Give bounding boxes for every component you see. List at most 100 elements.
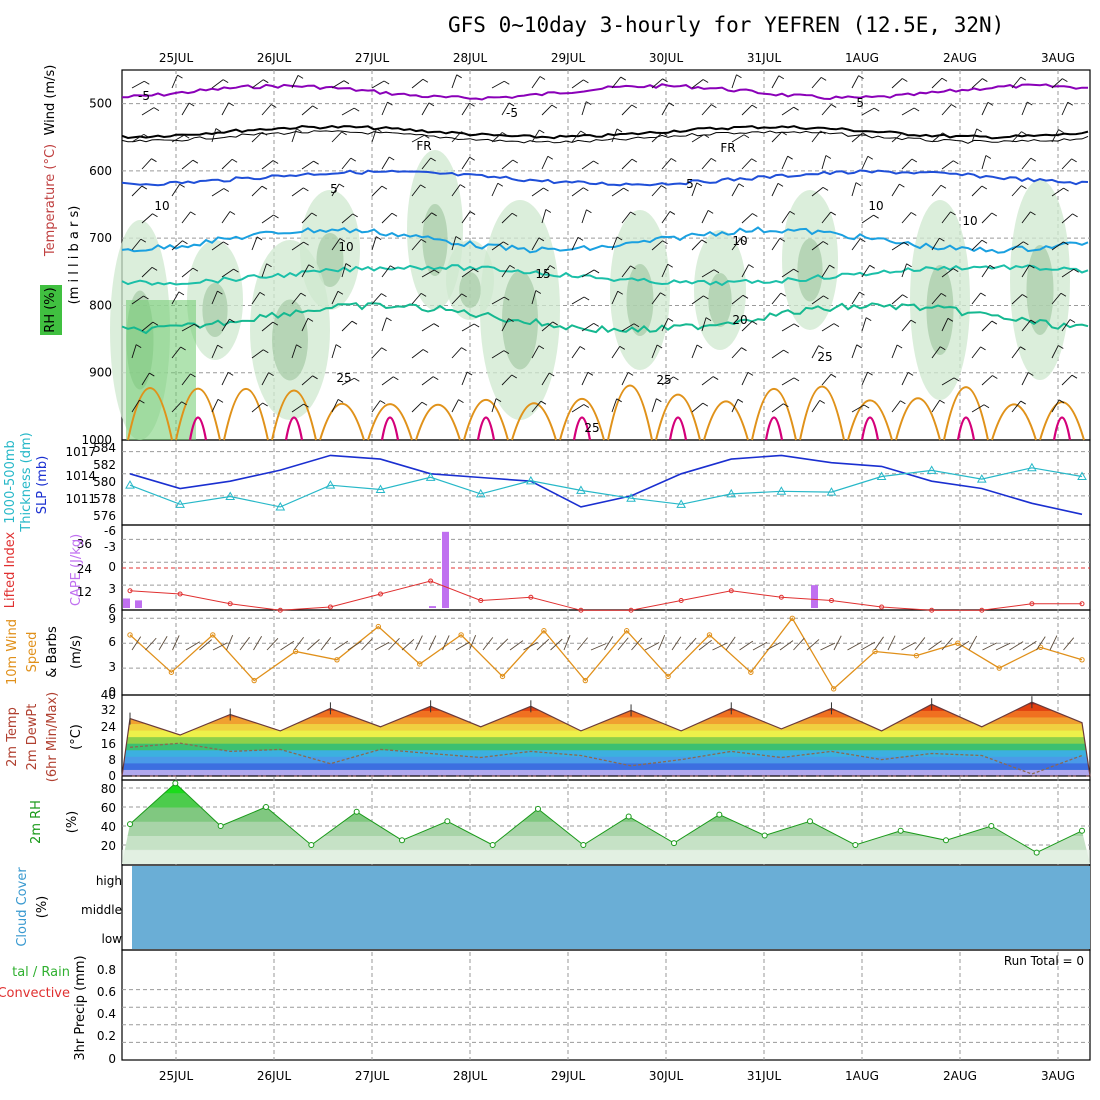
wind-barb-flag — [910, 319, 917, 324]
wind-barb-flag — [630, 211, 636, 216]
wind-barb — [571, 237, 579, 251]
wind-barb — [541, 209, 547, 224]
wind-barb — [171, 240, 183, 251]
wind-barb-flag — [509, 264, 515, 269]
wind-barb — [131, 295, 144, 305]
wind-barb-flag — [461, 293, 467, 298]
wind-barb-flag — [223, 241, 229, 246]
wind-barb — [461, 102, 470, 116]
wind-barb — [251, 131, 263, 143]
wind-barb — [621, 323, 635, 332]
wind-barb — [661, 264, 669, 278]
lifted-index-point — [528, 594, 534, 600]
temp-contour-25 — [559, 397, 605, 441]
lifted-index-point — [378, 591, 384, 597]
slp-line — [129, 454, 1083, 516]
wind10-barb — [860, 641, 876, 651]
wind-barb — [491, 80, 505, 89]
wind-barb-flag — [182, 240, 188, 245]
wind-barb-flag — [939, 399, 945, 404]
wind-barb — [211, 188, 225, 197]
wind10-barb — [550, 638, 563, 651]
temp-tick: 40 — [101, 688, 116, 702]
wind-barb-flag — [345, 263, 352, 267]
wind-barb-flag — [512, 159, 518, 164]
wind-barb-flag — [540, 400, 547, 405]
wind-barb-flag — [343, 80, 350, 85]
wind-barb-flag — [631, 104, 637, 109]
lifted-index-point — [929, 607, 935, 613]
wind-barb — [1011, 185, 1022, 197]
wind-barb — [741, 213, 753, 224]
wind-speed-point — [996, 665, 1002, 671]
wind-barb-flag — [627, 372, 634, 376]
wind-barb — [731, 183, 740, 197]
cape-bar — [442, 531, 449, 608]
wind-barb — [781, 156, 789, 170]
wind-barb — [211, 79, 224, 89]
rh-blob-core — [926, 265, 954, 355]
wind-barb — [1061, 158, 1072, 170]
wind-barb — [811, 345, 819, 359]
wind-barb-flag — [263, 349, 269, 354]
wind-barb-flag — [379, 400, 386, 405]
wind-barb — [341, 320, 353, 332]
wind-barb-flag — [737, 398, 744, 403]
thickness-point — [776, 486, 787, 495]
wind-barb-flag — [351, 320, 358, 325]
thickness-tick: 578 — [93, 492, 116, 506]
wind-barb-flag — [433, 323, 440, 328]
wind-barb — [341, 107, 355, 116]
wind-barb — [621, 158, 633, 170]
wind10-barb — [725, 636, 736, 651]
wind-barb-flag — [548, 372, 555, 377]
wind-barb-flag — [902, 78, 908, 82]
wind-barb-flag — [736, 74, 742, 79]
wind-barb-flag — [231, 158, 238, 163]
temp-contour-30 — [860, 416, 880, 441]
wind-barb — [651, 78, 663, 89]
wind-barb — [331, 80, 345, 89]
wind-barb — [221, 211, 231, 224]
wind-barb — [341, 157, 352, 170]
wind-barb — [461, 157, 471, 170]
wind-barb — [701, 269, 715, 278]
day-label-bottom: 25JUL — [159, 1069, 194, 1083]
lifted-index-point — [1079, 601, 1085, 607]
wind-barb — [901, 372, 909, 386]
wind-barb-flag — [179, 183, 185, 188]
temp-contour-30 — [764, 416, 784, 441]
wind-barb — [541, 104, 553, 116]
wind10-barb — [644, 642, 660, 651]
wind-barb — [611, 291, 619, 305]
wind-barb-flag — [458, 399, 464, 403]
wind-barb — [211, 290, 218, 305]
wind-barb-flag — [192, 267, 199, 272]
temp-contour-25 — [127, 387, 173, 441]
wind-tick: 9 — [108, 612, 116, 626]
day-label-bottom: 28JUL — [453, 1069, 488, 1083]
wind-barb — [661, 318, 669, 332]
wind-barb — [781, 106, 794, 116]
thickness-point — [1077, 471, 1087, 480]
wind-barb — [1051, 292, 1062, 305]
wind-barb-flag — [430, 157, 436, 162]
wind-barb — [501, 102, 510, 116]
wind-barb-flag — [217, 398, 224, 403]
wind-barb — [861, 156, 869, 170]
wind-barb — [381, 265, 391, 278]
day-label-bottom: 29JUL — [551, 1069, 586, 1083]
temp-band — [122, 762, 1090, 770]
wind-barb — [981, 375, 993, 386]
wind10-barb — [388, 638, 400, 651]
wind-barb-flag — [422, 78, 429, 83]
wind-barb-flag — [822, 186, 829, 191]
contour-label: 5 — [686, 177, 694, 191]
wind-barb — [261, 104, 272, 116]
wind10-barb — [428, 635, 437, 651]
temp-band — [122, 769, 1090, 776]
wind-barb-flag — [432, 376, 439, 381]
wind-barb — [941, 211, 951, 224]
wind-barb — [621, 372, 629, 386]
